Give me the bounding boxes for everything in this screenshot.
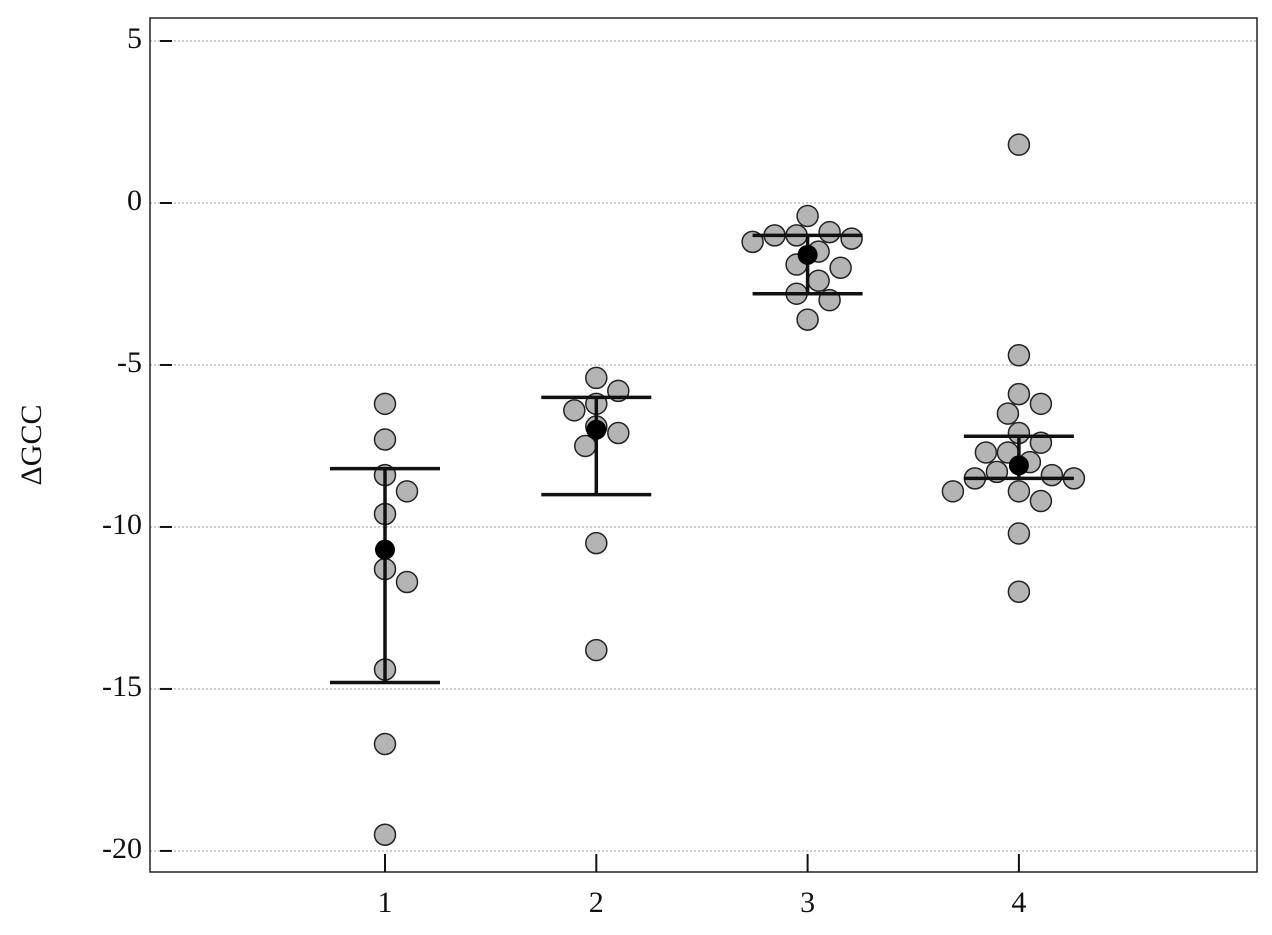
data-point [1007, 480, 1031, 503]
x-tick-label: 1 [378, 886, 393, 919]
data-point [829, 256, 852, 280]
data-point [941, 480, 965, 503]
data-point [1029, 489, 1053, 513]
mean-marker [797, 244, 818, 265]
data-point [585, 638, 608, 662]
y-axis-label: ΔGCC [15, 405, 48, 486]
y-tick-label: -15 [102, 670, 142, 703]
y-tick-label: -5 [117, 346, 142, 379]
y-tick-label: 0 [127, 184, 142, 217]
x-tick-label: 4 [1011, 886, 1026, 919]
mean-marker [1008, 455, 1029, 476]
data-point [1029, 392, 1053, 416]
data-point [807, 269, 830, 292]
y-tick-label: -10 [102, 508, 142, 541]
data-point [395, 570, 419, 594]
data-point [563, 399, 586, 422]
data-point [585, 366, 608, 390]
y-tick-label: 5 [127, 22, 142, 55]
data-point [1007, 580, 1031, 604]
x-tick-label: 3 [800, 886, 815, 919]
data-point [996, 402, 1020, 425]
data-point [373, 823, 397, 846]
data-point [1007, 382, 1031, 406]
data-point [974, 441, 998, 464]
data-point [796, 308, 819, 331]
mean-marker [375, 539, 395, 560]
x-tick-label: 2 [589, 886, 604, 919]
data-point [840, 227, 863, 250]
y-tick-label: -20 [102, 832, 142, 865]
data-point [1007, 522, 1031, 545]
data-point [395, 480, 419, 503]
data-point [796, 204, 819, 228]
data-point [607, 421, 630, 445]
data-point [1040, 463, 1064, 487]
data-point [1007, 344, 1031, 367]
data-point [1007, 133, 1031, 156]
data-point [373, 428, 397, 451]
plot-frame [149, 17, 1258, 873]
mean-marker [586, 419, 607, 440]
data-point [373, 392, 397, 416]
data-point [818, 220, 841, 244]
data-point [373, 732, 397, 756]
data-point [585, 531, 608, 555]
